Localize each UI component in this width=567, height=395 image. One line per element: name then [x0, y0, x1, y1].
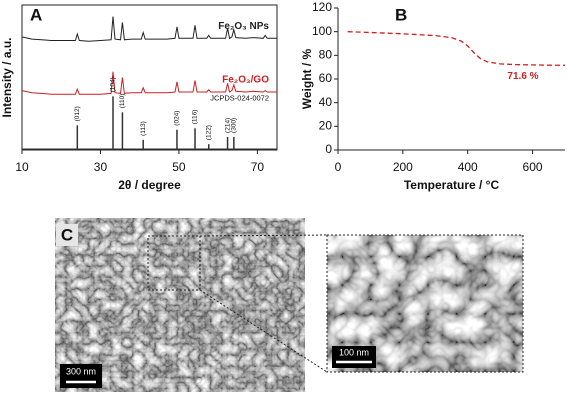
y-axis-title: Intensity / a.u.: [0, 37, 14, 117]
panel-label: C: [61, 225, 73, 244]
y-tick-label: 100: [312, 24, 332, 38]
x-axis-title: 2θ / degree: [118, 178, 181, 192]
x-tick-label: 10: [15, 160, 29, 174]
inset-frame: [326, 234, 524, 373]
series-label: Fe₂O₃ NPs: [218, 21, 269, 32]
reference-label: (104): [110, 77, 117, 92]
charts: A 10 30 50 70 2θ / degree Intensity / a.u. Fe₂O…: [0, 0, 566, 192]
series-line: [21, 71, 277, 95]
scale-bar-label: 100 nm: [339, 347, 369, 357]
y-tick-label: 120: [312, 0, 332, 14]
scale-bar-label: 300 nm: [66, 366, 96, 376]
reference-label: (116): [192, 110, 199, 125]
label-bg: [56, 224, 78, 246]
plot-frame: [21, 4, 278, 151]
y-tick-label: 20: [319, 119, 333, 133]
zoom-line: [199, 234, 328, 237]
x-tick-label: 200: [393, 160, 413, 174]
zoom-line: [199, 289, 328, 373]
reference-name: JCPDS-024-0072: [210, 93, 269, 102]
reference-label: (214): [224, 118, 231, 133]
reference-label: (113): [140, 121, 147, 136]
x-tick-label: 50: [172, 160, 186, 174]
y-tick-label: 80: [319, 48, 333, 62]
scale-bar-bg: [60, 364, 102, 388]
panel-label: B: [395, 5, 407, 24]
x-tick-label: 30: [94, 160, 108, 174]
x-tick-label: 70: [251, 160, 265, 174]
y-tick-label: 60: [319, 71, 333, 85]
annotation: 71.6 %: [507, 71, 538, 82]
series-line: [347, 31, 566, 66]
series-line: [21, 16, 277, 42]
y-tick-label: 0: [325, 142, 332, 156]
series-label: Fe₂O₃/GO: [222, 75, 269, 86]
panel-label: A: [30, 5, 42, 24]
x-tick-label: 600: [523, 160, 543, 174]
sem-image: [55, 218, 305, 392]
reference-label: (012): [74, 106, 81, 121]
reference-label: (110): [119, 94, 126, 109]
x-tick-label: 0: [335, 160, 342, 174]
y-tick-label: 40: [319, 95, 333, 109]
x-axis-title: Temperature / °C: [404, 178, 500, 192]
reference-label: (300): [231, 118, 238, 133]
x-tick-label: 400: [458, 160, 478, 174]
reference-label: (024): [174, 111, 181, 126]
zoom-box: [147, 235, 201, 291]
sem-panel: C 300 nm 100 nm: [55, 218, 524, 392]
reference-label: (122): [205, 125, 212, 140]
y-axis-title: Weight / %: [300, 48, 314, 109]
